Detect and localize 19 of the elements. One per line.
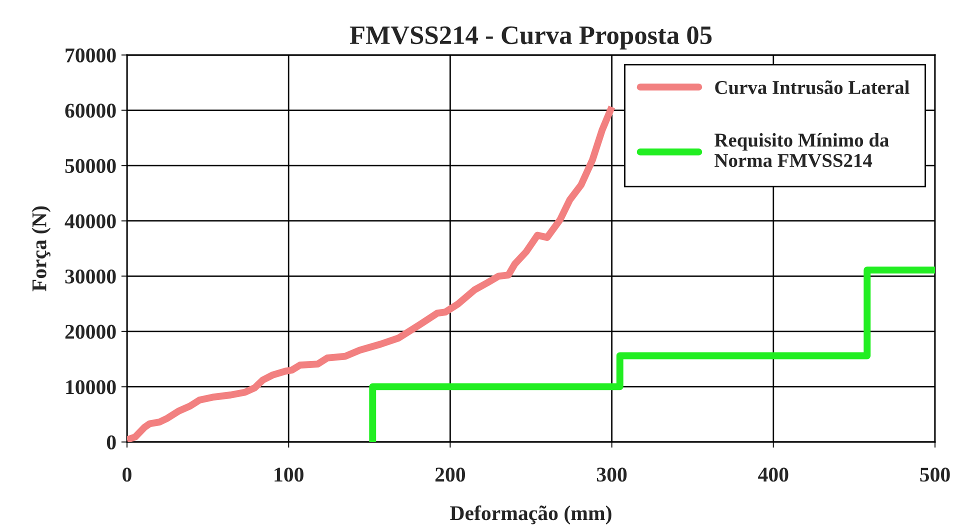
y-axis-title: Força (N): [32, 206, 51, 292]
legend-label: Requisito Mínimo da Norma FMVSS214: [714, 133, 889, 168]
x-tick-label: 500: [920, 468, 950, 482]
x-tick-label: 200: [435, 468, 466, 482]
y-tick-label: 60000: [65, 104, 116, 118]
x-tick-label: 100: [274, 468, 304, 482]
y-tick-label: 70000: [66, 48, 116, 62]
x-axis-title: Deformação (mm): [450, 505, 612, 524]
y-tick-label: 30000: [65, 270, 116, 284]
x-tick-label: 0: [122, 468, 132, 482]
x-tick-label: 300: [596, 468, 627, 482]
chart-title: FMVSS214 - Curva Proposta 05: [350, 26, 712, 50]
y-tick-label: 20000: [65, 324, 116, 339]
legend-label: Curva Intrusão Lateral: [715, 80, 910, 94]
y-tick-label: 50000: [65, 158, 116, 174]
x-tick-label: 400: [758, 468, 788, 482]
y-tick-label: 40000: [64, 214, 116, 228]
y-tick-label: 0: [106, 435, 116, 450]
y-tick-label: 10000: [66, 380, 116, 394]
